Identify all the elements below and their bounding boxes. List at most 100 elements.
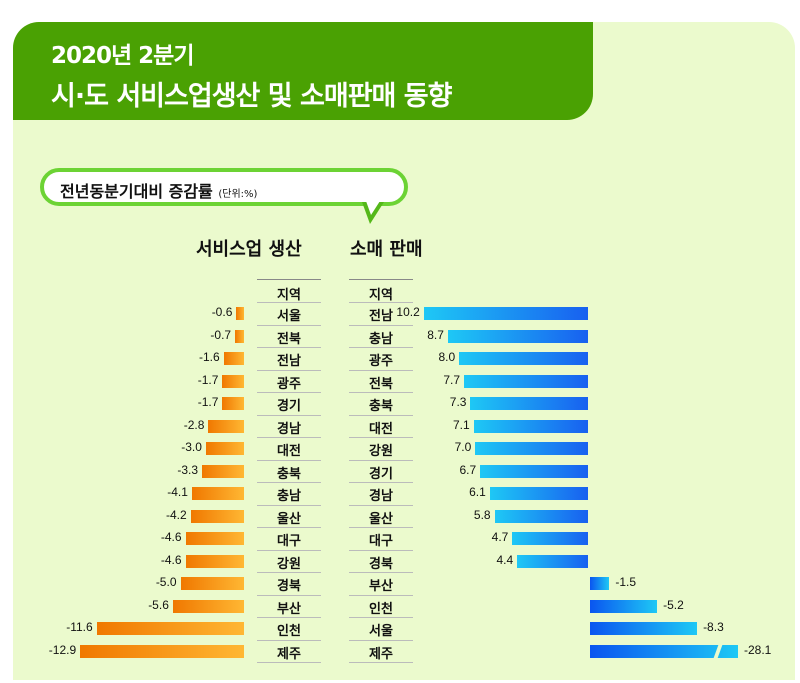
retail-region-label: 충북 [369,399,393,414]
services-row-divider [257,617,321,618]
retail-bar [475,442,588,455]
services-row-divider [257,572,321,573]
retail-row-divider [349,302,413,303]
services-bar [222,374,244,388]
services-value-label: -12.9 [48,642,77,657]
services-bar [236,307,244,320]
retail-region-label: 부산 [369,579,393,594]
retail-value-label: 8.0 [438,350,456,364]
retail-bar [517,554,588,568]
services-region-label: 제주 [277,646,301,662]
services-value-label: -5.6 [148,597,169,612]
retail-bar [590,577,610,590]
services-region-label: 경남 [277,421,301,437]
services-bar [185,554,244,568]
services-value-label: -5.0 [155,575,177,589]
services-value-label: -1.6 [198,350,220,364]
retail-row-divider [349,459,413,461]
services-value-label: -3.3 [177,462,199,477]
retail-region-label: 경기 [369,466,393,482]
services-row-divider [257,527,321,528]
services-region-label: 인천 [277,624,301,639]
retail-title: 소매 판매 [350,239,423,260]
services-row-divider [257,594,321,596]
retail-row-divider [349,369,413,371]
services-row-divider [257,369,321,371]
services-bar [202,464,244,478]
services-title: 서비스업 생산 [196,239,302,260]
retail-value-label: 7.3 [449,395,467,409]
services-bar [172,599,244,613]
retail-row-divider [349,414,413,416]
retail-bar [512,532,588,545]
services-region-label: 강원 [277,556,301,572]
services-bar [80,644,244,658]
bubble-tail-inner [366,201,380,215]
retail-bar [464,374,588,388]
services-row-divider [257,392,321,393]
retail-value-label: 7.0 [454,440,472,454]
retail-region-header: 지역 [369,288,393,303]
services-bar [205,442,244,455]
retail-bar [459,352,588,365]
services-row-divider [257,459,321,461]
retail-row-divider [349,549,413,551]
retail-value-label: 8.7 [427,327,444,342]
subtitle-bubble: 전년동분기대비 증감률 (단위:%) [40,168,408,206]
services-row-divider [257,482,321,483]
services-value-label: -11.6 [66,620,93,634]
services-region-label: 광주 [277,376,301,392]
retail-bar [480,464,588,478]
retail-value-label: 6.7 [459,462,477,477]
retail-region-label: 충남 [369,331,393,347]
retail-row-divider [349,504,413,506]
services-bottom-line [257,662,321,663]
services-region-label: 경북 [277,579,301,594]
services-value-label: -2.8 [183,417,205,432]
retail-value-label: 4.7 [491,530,509,544]
retail-region-label: 전남 [369,309,393,324]
retail-header-line [349,279,413,280]
retail-value-label: -28.1 [744,642,772,657]
services-row-divider [257,639,321,641]
retail-row-divider [349,392,413,393]
retail-value-label: -5.2 [663,597,684,612]
services-row-divider [257,504,321,506]
services-row-divider [257,437,321,438]
unit-label: (단위:%) [218,189,258,200]
retail-value-label: -1.5 [615,575,637,589]
retail-value-label: 7.7 [443,372,461,387]
retail-value-label: 5.8 [473,507,491,522]
retail-region-label: 울산 [369,511,393,527]
services-value-label: -3.0 [181,440,202,454]
services-region-label: 경기 [277,399,301,414]
retail-value-label: 7.1 [453,417,470,432]
retail-value-label: -8.3 [703,620,724,634]
retail-region-label: 대구 [369,534,393,549]
services-region-label: 전북 [277,331,301,347]
title-line-1: 2020년 2분기 [51,43,195,69]
retail-region-label: 제주 [369,646,393,662]
services-row-divider [257,414,321,416]
services-bar [180,577,244,590]
retail-row-divider [349,527,413,528]
services-bar [185,532,244,545]
retail-row-divider [349,617,413,618]
services-region-header: 지역 [277,288,301,303]
retail-region-label: 인천 [369,601,393,617]
retail-row-divider [349,437,413,438]
subtitle-text: 전년동분기대비 증감률 [60,182,213,201]
services-bar [223,352,244,365]
retail-row-divider [349,347,413,348]
retail-bar [470,397,588,410]
retail-region-label: 서울 [369,624,393,639]
services-region-label: 충북 [277,466,301,482]
services-bar [222,397,244,410]
services-value-label: -0.7 [210,327,232,342]
title-banner: 2020년 2분기 시·도 서비스업생산 및 소매판매 동향 [13,22,593,120]
services-region-label: 충남 [277,489,301,504]
retail-bottom-line [349,662,413,663]
services-row-divider [257,347,321,348]
retail-region-label: 광주 [369,354,393,369]
services-region-label: 부산 [277,601,301,617]
